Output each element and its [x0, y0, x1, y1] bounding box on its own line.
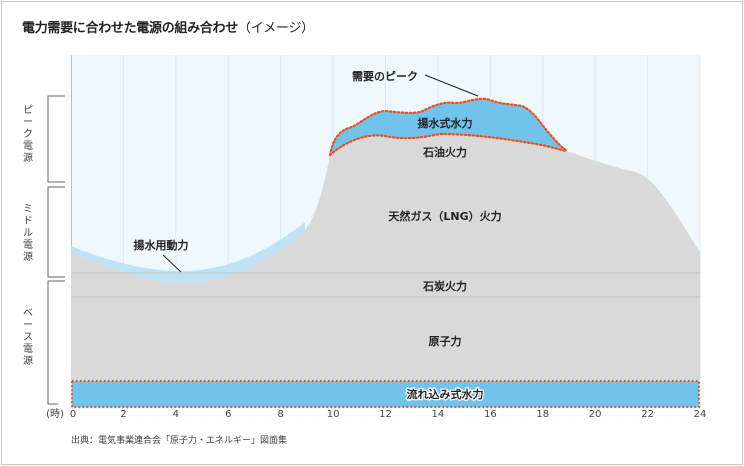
x-tick-label: 16 [484, 409, 497, 420]
oil-dotted-outline [328, 132, 569, 157]
peak-band-label: ピーク電源 [23, 105, 33, 164]
x-tick-label: 12 [379, 409, 392, 420]
middle-band-label: ミドル電源 [23, 204, 33, 263]
x-axis-ticks: 0 2 4 6 8 10 12 14 16 18 20 22 24 [70, 409, 707, 420]
title-text: 電力需要に合わせた電源の組み合わせ [22, 21, 238, 36]
pumping-leader-line [162, 254, 182, 273]
x-axis-unit: (時) [46, 408, 64, 420]
coal-label: 石炭火力 [422, 279, 467, 293]
x-tick-label: 22 [641, 409, 654, 420]
pumping-power-label: 揚水用動力 [134, 238, 189, 252]
x-tick-label: 0 [70, 409, 76, 420]
nuclear-label: 原子力 [429, 334, 462, 348]
pumped-hydro-area [330, 98, 567, 155]
x-tick-label: 24 [694, 409, 707, 420]
x-tick-label: 18 [536, 409, 549, 420]
x-tick-label: 6 [225, 409, 231, 420]
lng-label: 天然ガス（LNG）火力 [388, 209, 501, 223]
x-tick-label: 4 [173, 409, 179, 420]
demand-area [71, 134, 700, 408]
peak-bracket [47, 95, 65, 183]
oil-label: 石油火力 [422, 145, 467, 159]
peak-dotted-outline [328, 97, 569, 157]
pumping-power-area [71, 222, 305, 283]
peak-leader-line [424, 74, 479, 97]
source-note: 出典：電気事業連合会「原子力・エネルギー」図面集 [71, 436, 288, 446]
middle-bracket [47, 186, 65, 278]
x-tick-label: 14 [432, 409, 445, 420]
demand-peak-label: 需要のピーク [352, 70, 418, 83]
base-band-label: ベース電源 [23, 308, 33, 367]
x-tick-label: 2 [120, 409, 126, 420]
pumped-hydro-label: 揚水式水力 [418, 116, 473, 130]
x-tick-label: 8 [277, 409, 283, 420]
run-of-river-label: 流れ込み式水力 [407, 387, 484, 401]
title-suffix: （イメージ） [237, 21, 314, 36]
x-tick-label: 10 [327, 409, 340, 420]
run-of-river-area [70, 379, 701, 409]
base-bracket [47, 280, 65, 405]
x-tick-label: 20 [589, 409, 602, 420]
figure-title: 電力需要に合わせた電源の組み合わせ（イメージ） [22, 17, 314, 36]
